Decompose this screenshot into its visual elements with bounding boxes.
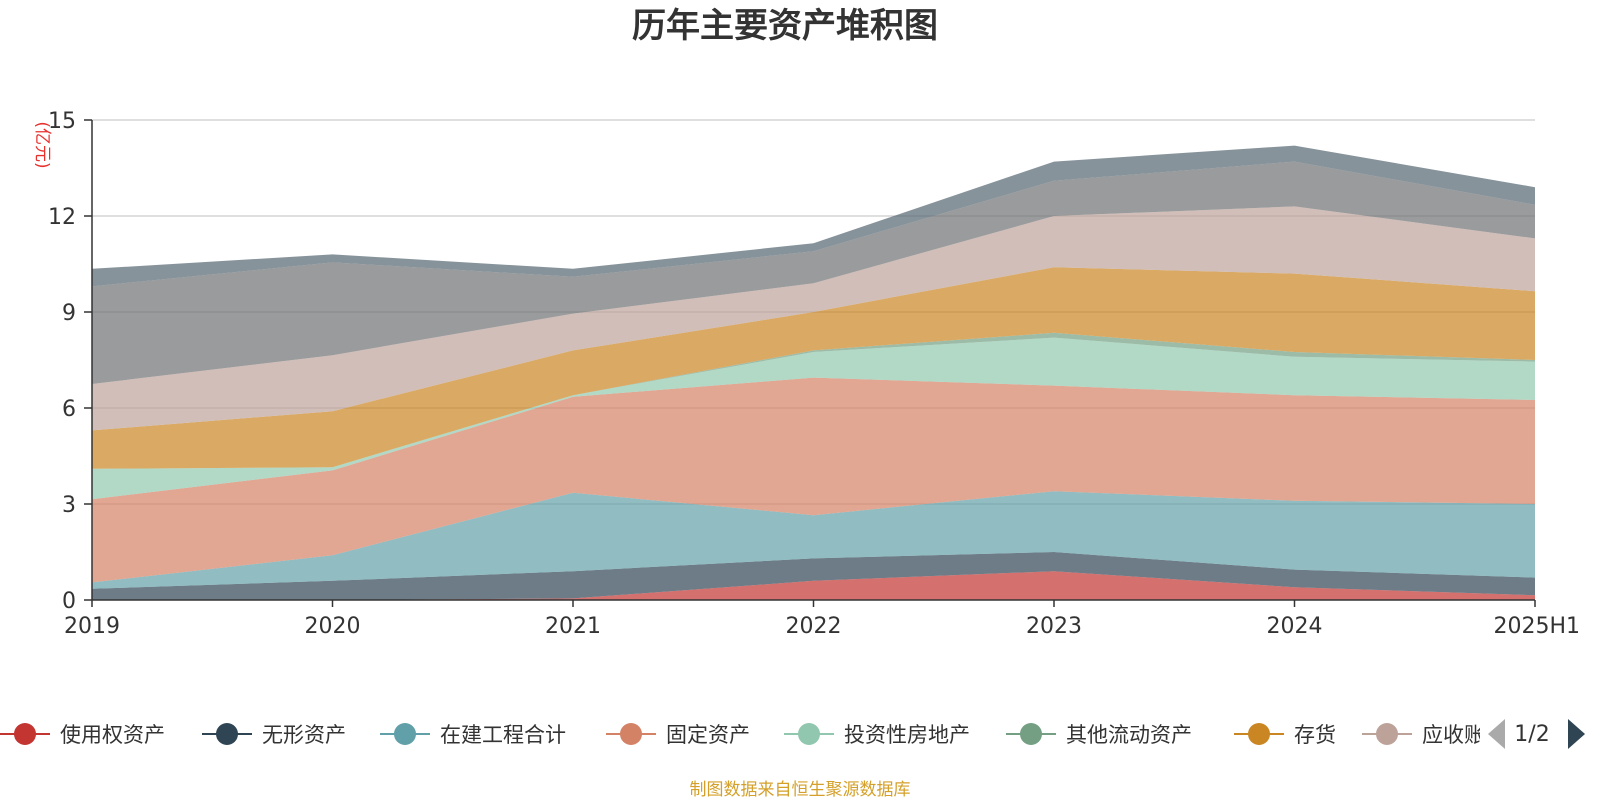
legend-marker-icon [1020, 723, 1042, 745]
legend-label: 在建工程合计 [440, 723, 566, 747]
area-series-8 [92, 161, 1535, 384]
legend-label: 其他流动资产 [1066, 723, 1192, 747]
x-tick-label-1: 2020 [305, 614, 361, 639]
legend-item-6[interactable]: 存货 [1234, 723, 1336, 747]
legend-label: 固定资产 [666, 723, 750, 747]
legend-page-indicator: 1/2 [1514, 722, 1549, 747]
legend-marker-icon [1376, 723, 1398, 745]
legend-label: 应收账 [1422, 723, 1485, 747]
legend-item-1[interactable]: 无形资产 [202, 723, 346, 747]
area-series-6 [92, 267, 1535, 469]
legend-item-4[interactable]: 投资性房地产 [784, 723, 970, 747]
chart-title: 历年主要资产堆积图 [632, 6, 938, 46]
legend-label: 投资性房地产 [844, 723, 970, 747]
area-series-group [92, 145, 1535, 600]
area-series-4 [92, 337, 1535, 500]
area-series-1 [92, 552, 1535, 600]
axes: 0 3 6 9 12 15 2019 2020 2021 2022 2023 2024 2025H1 [48, 109, 1580, 639]
source-note: 制图数据来自恒生聚源数据库 [690, 780, 911, 800]
legend-label: 使用权资产 [60, 723, 165, 747]
legend-prev-page-icon[interactable] [1488, 719, 1505, 749]
area-series-2 [92, 491, 1535, 589]
area-series-0 [92, 571, 1535, 600]
area-series-7 [92, 206, 1535, 431]
legend-marker-icon [216, 723, 238, 745]
x-tick-label-2: 2021 [545, 614, 601, 639]
legend-item-2[interactable]: 在建工程合计 [380, 723, 566, 747]
y-tick-label-3: 3 [62, 493, 76, 518]
legend-marker-icon [394, 723, 416, 745]
legend-marker-icon [1248, 723, 1270, 745]
x-tick-label-4: 2023 [1026, 614, 1082, 639]
x-tick-label-5: 2024 [1267, 614, 1323, 639]
legend-item-3[interactable]: 固定资产 [606, 723, 750, 747]
legend: 使用权资产 无形资产 在建工程合计 固定资产 投资性房地产 其他流动资产 存货 应收账 1/2 [0, 719, 1585, 749]
legend-item-7[interactable]: 应收账 [1362, 723, 1485, 747]
legend-next-page-icon[interactable] [1568, 719, 1585, 749]
area-series-3 [92, 377, 1535, 583]
legend-marker-icon [14, 723, 36, 745]
x-tick-label-3: 2022 [786, 614, 842, 639]
y-tick-label-0: 0 [62, 589, 76, 614]
y-tick-label-6: 6 [62, 397, 76, 422]
legend-label: 存货 [1294, 723, 1336, 747]
y-tick-label-15: 15 [48, 109, 76, 134]
legend-marker-icon [798, 723, 820, 745]
y-tick-label-12: 12 [48, 205, 76, 230]
x-tick-label-6: 2025H1 [1493, 614, 1580, 639]
y-tick-label-9: 9 [62, 301, 76, 326]
y-axis-unit: (亿元) [32, 121, 52, 168]
legend-item-0[interactable]: 使用权资产 [0, 723, 165, 747]
legend-item-5[interactable]: 其他流动资产 [1006, 723, 1192, 747]
x-tick-label-0: 2019 [64, 614, 120, 639]
legend-marker-icon [620, 723, 642, 745]
legend-label: 无形资产 [262, 723, 346, 747]
